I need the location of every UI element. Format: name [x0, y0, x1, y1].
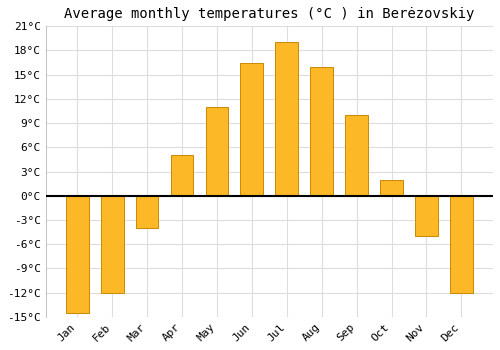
Bar [101, 196, 124, 293]
Bar [206, 107, 229, 196]
Bar [346, 115, 368, 196]
Bar [136, 196, 158, 228]
Bar [276, 42, 298, 196]
Bar [66, 196, 88, 313]
Bar [240, 63, 263, 196]
Bar [170, 155, 194, 196]
Title: Average monthly temperatures (°C ) in Berėzovskiy: Average monthly temperatures (°C ) in Be… [64, 7, 474, 21]
Bar [450, 196, 472, 293]
Bar [380, 180, 403, 196]
Bar [415, 196, 438, 236]
Bar [310, 66, 333, 196]
